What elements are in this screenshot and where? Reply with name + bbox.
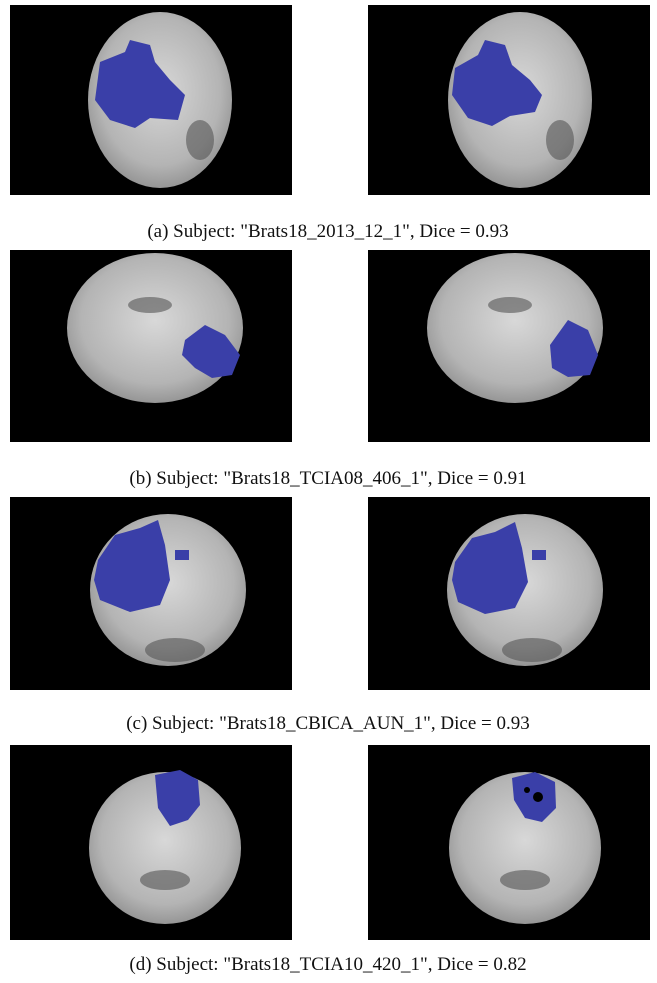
- image-pair-a: [10, 5, 650, 195]
- caption: (a) Subject: "Brats18_2013_12_1", Dice =…: [147, 221, 508, 242]
- image-pair-d: [10, 745, 650, 940]
- image-pair-b: [10, 250, 650, 442]
- caption: (c) Subject: "Brats18_CBICA_AUN_1", Dice…: [126, 713, 530, 734]
- brain: [67, 253, 243, 403]
- caption: (d) Subject: "Brats18_TCIA10_420_1", Dic…: [129, 954, 526, 975]
- caption: (b) Subject: "Brats18_TCIA08_406_1", Dic…: [129, 468, 526, 489]
- figure: (a) Subject: "Brats18_2013_12_1", Dice =…: [0, 0, 657, 983]
- image-pair-c: [10, 497, 650, 690]
